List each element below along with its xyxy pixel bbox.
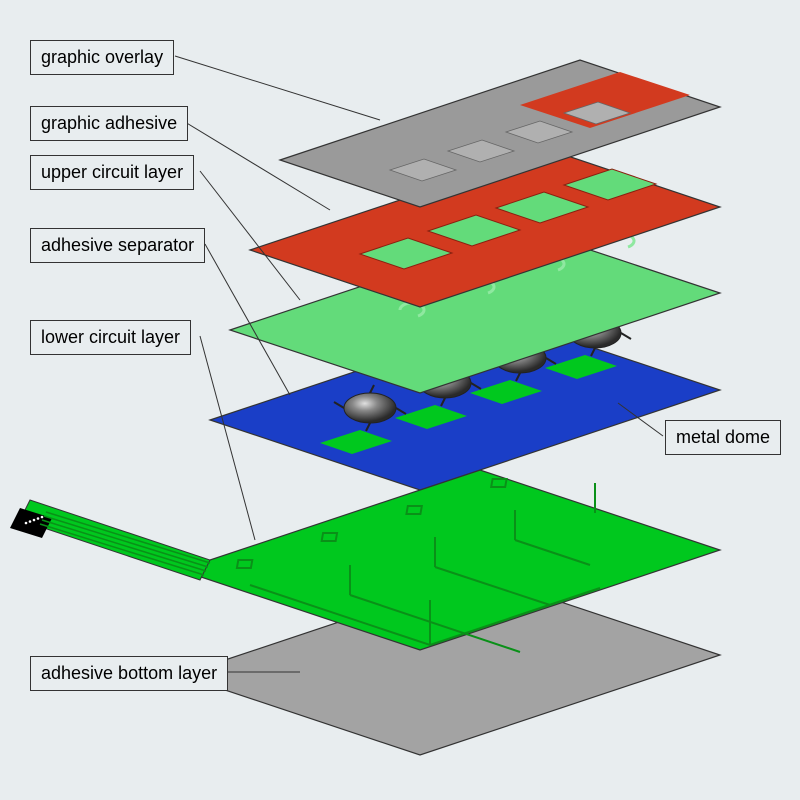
label-graphic-adhesive: graphic adhesive <box>30 106 188 141</box>
label-text: graphic adhesive <box>41 113 177 133</box>
label-text: metal dome <box>676 427 770 447</box>
label-metal-dome: metal dome <box>665 420 781 455</box>
label-text: lower circuit layer <box>41 327 180 347</box>
label-text: adhesive bottom layer <box>41 663 217 683</box>
label-upper-circuit: upper circuit layer <box>30 155 194 190</box>
label-text: upper circuit layer <box>41 162 183 182</box>
label-adhesive-bottom: adhesive bottom layer <box>30 656 228 691</box>
label-text: adhesive separator <box>41 235 194 255</box>
label-text: graphic overlay <box>41 47 163 67</box>
label-lower-circuit: lower circuit layer <box>30 320 191 355</box>
label-graphic-overlay: graphic overlay <box>30 40 174 75</box>
label-adhesive-separator: adhesive separator <box>30 228 205 263</box>
